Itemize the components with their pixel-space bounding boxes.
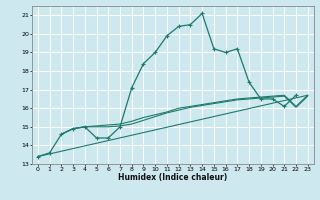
X-axis label: Humidex (Indice chaleur): Humidex (Indice chaleur)	[118, 173, 228, 182]
